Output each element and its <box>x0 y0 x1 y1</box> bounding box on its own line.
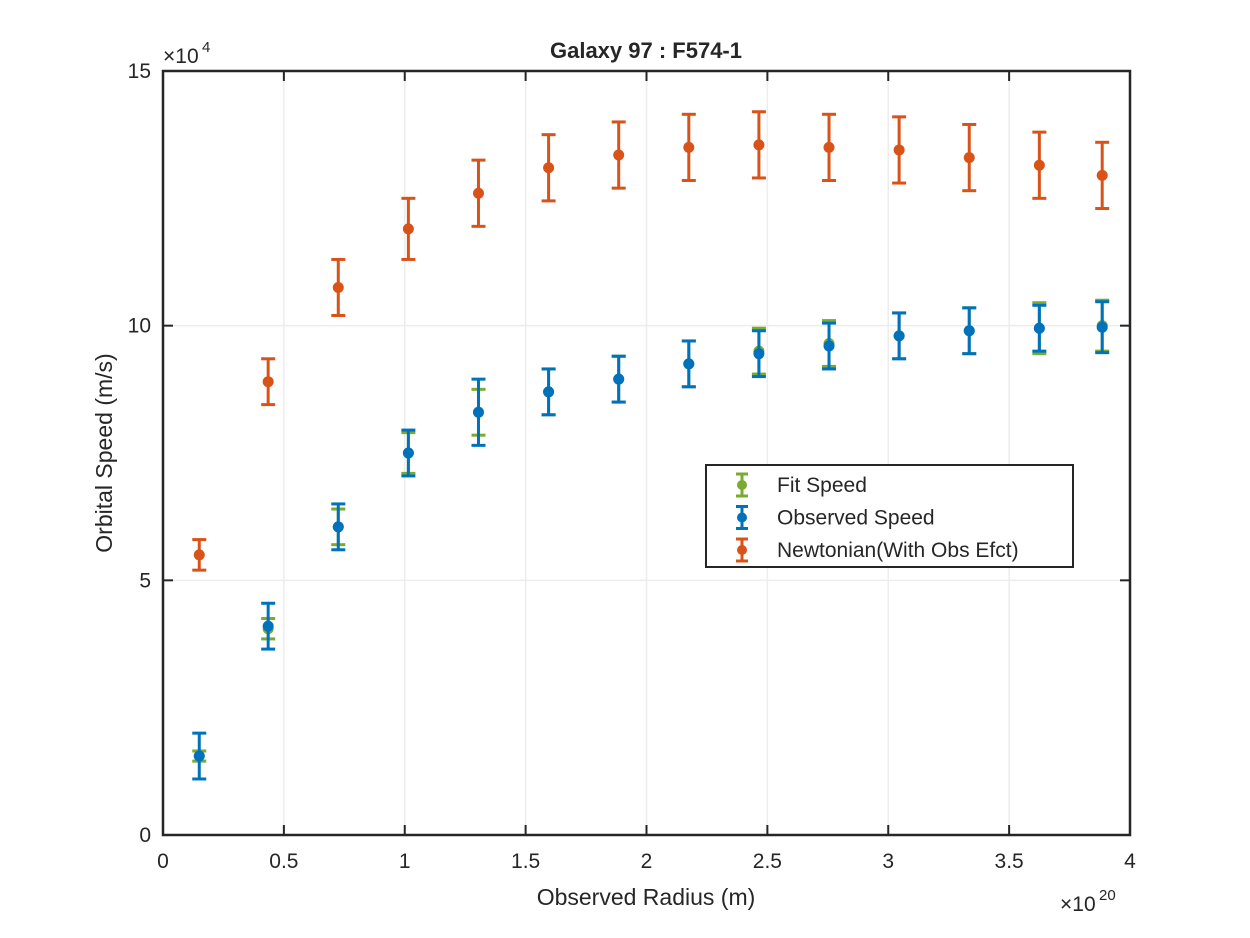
marker <box>613 149 625 161</box>
marker <box>963 152 975 164</box>
y-axis-label: Orbital Speed (m/s) <box>91 353 117 552</box>
marker <box>472 406 484 418</box>
legend-marker <box>737 480 747 490</box>
legend-label: Fit Speed <box>777 474 867 497</box>
x-axis-label: Observed Radius (m) <box>537 884 756 910</box>
marker <box>193 549 205 561</box>
data-point <box>261 601 276 651</box>
legend-label: Observed Speed <box>777 507 935 530</box>
marker <box>613 373 625 385</box>
marker <box>963 325 975 337</box>
legend: Fit Speed Observed Speed Newtonian(With Ob… <box>705 464 1074 568</box>
marker <box>262 620 274 632</box>
data-point <box>331 257 346 317</box>
data-point <box>681 339 696 389</box>
x-tick-label: 4 <box>1124 850 1136 873</box>
data-point <box>751 110 766 180</box>
legend-marker <box>737 545 747 555</box>
marker <box>332 281 344 293</box>
marker <box>683 358 695 370</box>
data-point <box>892 311 907 361</box>
marker <box>543 162 555 174</box>
x-tick-label: 1.5 <box>511 850 540 873</box>
data-point <box>471 158 486 228</box>
data-point <box>611 120 626 190</box>
data-point <box>1032 130 1047 200</box>
marker <box>1096 321 1108 333</box>
data-point <box>401 196 416 261</box>
marker <box>332 521 344 533</box>
legend-marker <box>737 512 747 523</box>
y-tick-label: 15 <box>128 60 151 83</box>
x-tick-label: 3.5 <box>995 850 1024 873</box>
data-point <box>541 367 556 417</box>
data-point <box>822 321 837 371</box>
legend-entry: Observed Speed <box>736 505 935 530</box>
marker <box>1096 169 1108 181</box>
data-point <box>192 538 207 572</box>
data-point <box>822 112 837 183</box>
data-point <box>751 329 766 379</box>
marker <box>472 187 484 199</box>
data-point <box>681 112 696 183</box>
y-exponent-power: 4 <box>202 39 210 56</box>
data-point <box>471 377 486 447</box>
data-point <box>1095 140 1110 211</box>
marker <box>1033 322 1045 334</box>
legend-entry: Newtonian(With Obs Efct) <box>736 537 1019 563</box>
marker <box>753 348 765 360</box>
data-series <box>192 110 1110 781</box>
x-axis-exponent: ×10 20 <box>1060 887 1116 916</box>
y-axis-exponent: ×10 4 <box>163 39 210 68</box>
marker <box>753 139 765 151</box>
x-tick-label: 2 <box>641 850 653 873</box>
marker <box>893 144 905 156</box>
data-point <box>1032 303 1047 353</box>
data-point <box>962 306 977 356</box>
data-point <box>611 354 626 404</box>
marker <box>683 141 695 153</box>
data-point <box>261 357 276 407</box>
y-tick-label: 5 <box>139 569 151 592</box>
marker <box>823 141 835 153</box>
x-exponent-base: ×10 <box>1060 893 1096 916</box>
series-newtonian-with-obs-efct <box>192 110 1110 572</box>
marker <box>1033 159 1045 171</box>
marker <box>402 447 414 459</box>
axis-ticks: 0 0.5 1 1.5 2 2.5 3 3.5 4 0 5 10 15 <box>128 60 1137 873</box>
data-point <box>541 133 556 203</box>
data-point <box>401 428 416 478</box>
x-tick-label: 0.5 <box>269 850 298 873</box>
y-tick-label: 10 <box>128 315 151 338</box>
data-point <box>331 502 346 552</box>
legend-label: Newtonian(With Obs Efct) <box>777 539 1019 562</box>
legend-entry: Fit Speed <box>736 472 867 498</box>
marker <box>193 750 205 762</box>
x-exponent-power: 20 <box>1099 887 1116 904</box>
marker <box>543 386 555 398</box>
data-point <box>192 731 207 781</box>
x-tick-label: 2.5 <box>753 850 782 873</box>
legend-box <box>705 464 1074 568</box>
chart-title: Galaxy 97 : F574-1 <box>550 38 742 63</box>
data-point <box>892 115 907 185</box>
y-tick-label: 0 <box>139 824 151 847</box>
marker <box>262 376 274 388</box>
x-tick-label: 3 <box>882 850 894 873</box>
x-tick-label: 0 <box>157 850 169 873</box>
data-point <box>962 122 977 193</box>
marker <box>823 340 835 352</box>
x-tick-label: 1 <box>399 850 411 873</box>
data-point <box>1095 300 1110 355</box>
marker <box>402 223 414 235</box>
series-observed-speed <box>192 300 1110 781</box>
marker <box>893 330 905 342</box>
y-exponent-base: ×10 <box>163 45 199 68</box>
